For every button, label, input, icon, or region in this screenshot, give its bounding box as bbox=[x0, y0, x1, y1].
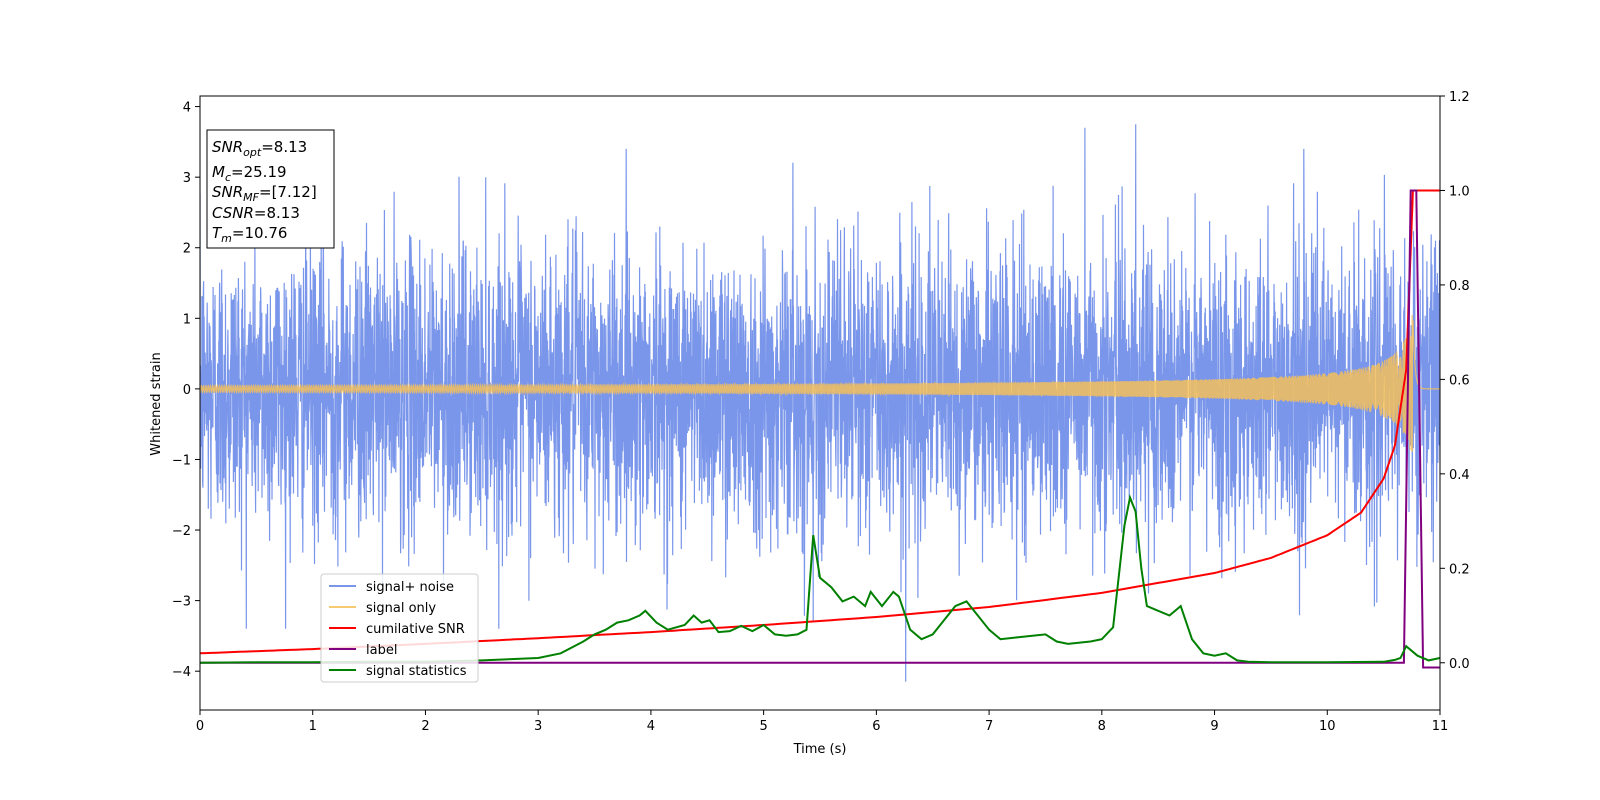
x-tick-label: 9 bbox=[1210, 719, 1218, 734]
info-box-entry: Mc=25.19 bbox=[212, 163, 287, 184]
y-tick-label: 1 bbox=[183, 312, 191, 327]
legend-entry-label: label bbox=[366, 643, 397, 658]
info-box-symbol: M bbox=[212, 163, 225, 181]
legend-entry-label: cumilative SNR bbox=[366, 622, 465, 637]
plot-frame bbox=[199, 95, 1441, 711]
info-box-value: =25.19 bbox=[231, 163, 287, 181]
x-tick-label: 3 bbox=[534, 719, 542, 734]
x-tick-label: 6 bbox=[872, 719, 880, 734]
x-tick-label: 4 bbox=[647, 719, 655, 734]
y2-tick-label: 0.8 bbox=[1449, 279, 1470, 294]
y-tick-label: 0 bbox=[183, 383, 191, 398]
legend-entry-label: signal statistics bbox=[366, 664, 467, 679]
x-tick-label: 1 bbox=[309, 719, 317, 734]
x-tick-label: 11 bbox=[1432, 719, 1449, 734]
series-label-line bbox=[200, 189, 1440, 669]
x-tick-label: 8 bbox=[1098, 719, 1106, 734]
info-box-subscript: opt bbox=[243, 146, 262, 159]
info-box-subscript: MF bbox=[243, 191, 259, 204]
info-box-frame bbox=[206, 129, 335, 249]
y2-tick-label: 0.0 bbox=[1449, 657, 1470, 672]
info-box-entry: SNRopt=8.13 bbox=[212, 138, 307, 159]
series-signal-noise-line bbox=[200, 124, 1440, 682]
x-axis-title: Time (s) bbox=[793, 742, 847, 757]
series-cumulative-snr-line bbox=[200, 189, 1440, 655]
info-box-symbol: SNR bbox=[212, 138, 243, 156]
series-signal-only-line bbox=[200, 314, 1440, 452]
info-box-symbol: T bbox=[212, 224, 223, 242]
y-axis-right: 0.0 0.2 0.4 0.6 0.8 1.0 1.2 bbox=[1440, 90, 1470, 672]
y-tick-label: 3 bbox=[183, 171, 191, 186]
legend-entry-label: signal+ noise bbox=[366, 580, 454, 595]
info-box-entry: SNRMF=[7.12] bbox=[212, 183, 317, 204]
legend-frame bbox=[320, 573, 479, 683]
y2-tick-label: 0.6 bbox=[1449, 373, 1470, 388]
x-axis: 0 1 2 3 4 5 6 7 8 9 10 11 bbox=[196, 710, 1448, 734]
info-box-value: =8.13 bbox=[254, 204, 300, 222]
legend: signal+ noise signal only cumilative SNR la… bbox=[320, 573, 479, 683]
x-tick-label: 0 bbox=[196, 719, 204, 734]
info-box-value: =10.76 bbox=[232, 224, 288, 242]
y2-tick-label: 0.2 bbox=[1449, 562, 1470, 577]
x-tick-label: 5 bbox=[759, 719, 767, 734]
y2-tick-label: 0.4 bbox=[1449, 468, 1470, 483]
y-tick-label: −1 bbox=[172, 453, 191, 468]
y2-tick-label: 1.2 bbox=[1449, 90, 1470, 105]
info-box-symbol: CSNR bbox=[212, 204, 254, 222]
y-tick-label: 4 bbox=[183, 101, 191, 116]
x-tick-label: 2 bbox=[421, 719, 429, 734]
x-tick-label: 7 bbox=[985, 719, 993, 734]
y-tick-label: −3 bbox=[172, 595, 191, 610]
legend-entry-label: signal only bbox=[366, 601, 436, 616]
info-box-subscript: m bbox=[221, 232, 232, 245]
y-tick-label: −4 bbox=[172, 665, 191, 680]
y2-tick-label: 1.0 bbox=[1449, 184, 1470, 199]
series-signal-statistics-line bbox=[200, 493, 1440, 664]
info-box-value: =8.13 bbox=[261, 138, 307, 156]
y-tick-label: −2 bbox=[172, 524, 191, 539]
info-box: SNRopt=8.13Mc=25.19SNRMF=[7.12]CSNR=8.13… bbox=[206, 129, 335, 249]
info-box-value: =[7.12] bbox=[259, 183, 317, 201]
info-box-entry: Tm=10.76 bbox=[212, 224, 287, 245]
y-axis-left: −4 −3 −2 −1 0 1 2 3 4 bbox=[172, 101, 200, 680]
x-tick-label: 10 bbox=[1319, 719, 1336, 734]
info-box-subscript: c bbox=[225, 171, 231, 184]
info-box-symbol: SNR bbox=[212, 183, 243, 201]
y-axis-title: Whitened strain bbox=[149, 352, 164, 455]
info-box-entry: CSNR=8.13 bbox=[212, 204, 300, 222]
y-tick-label: 2 bbox=[183, 242, 191, 257]
